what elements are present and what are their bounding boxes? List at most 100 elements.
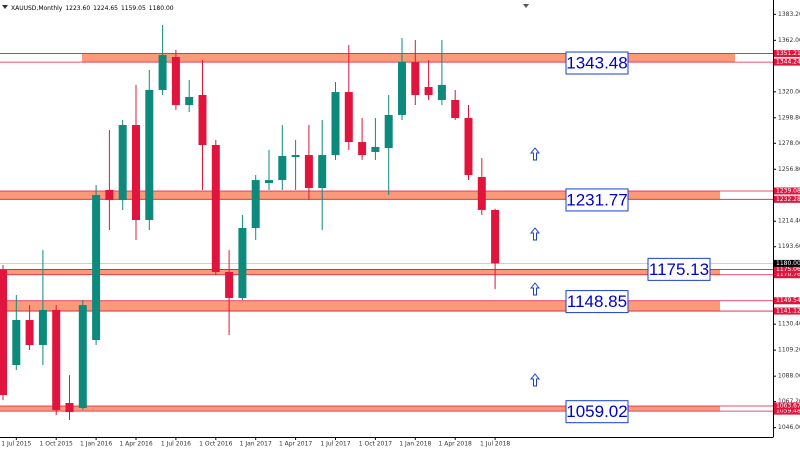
ohlc-high: 1224.65	[93, 5, 118, 12]
x-tick-label: 1 Apr 2018	[439, 441, 472, 448]
candle-body	[278, 156, 287, 181]
ohlc-close: 1180.00	[149, 5, 174, 12]
candle-body	[251, 180, 260, 228]
menu-arrow[interactable]	[523, 4, 529, 8]
price-tag-label: 1351.21	[776, 50, 800, 57]
x-tick-label: 1 Jul 2017	[320, 441, 350, 448]
price-tag-label: 1175.06	[776, 266, 800, 273]
candle-body	[105, 189, 114, 201]
price-tag-label: 1239.08	[776, 187, 800, 194]
candle-body	[52, 309, 61, 410]
x-tick-label: 1 Jul 2015	[1, 441, 31, 448]
price-tag-label: 1170.76	[776, 271, 800, 278]
price-tag	[774, 297, 800, 305]
y-tick-label: 1130.40	[778, 321, 800, 328]
x-tick-label: 1 Oct 2016	[199, 441, 232, 448]
candle-body	[265, 180, 273, 183]
candle-body	[0, 270, 7, 396]
level-box	[565, 51, 629, 75]
menu-arrow[interactable]	[2, 5, 8, 9]
y-tick-label: 1256.80	[778, 166, 800, 173]
zone	[0, 269, 720, 275]
candle-body	[371, 146, 380, 152]
x-tick-label: 1 Apr 2017	[279, 441, 312, 448]
candle-body	[78, 305, 87, 409]
y-tick-label: 1214.40	[778, 218, 800, 225]
candle-body	[198, 94, 207, 145]
last-price-label: 1180.00	[776, 260, 800, 267]
price-tag	[774, 265, 800, 273]
chart-header: XAUUSD,Monthly 1223.60 1224.65 1159.05 1180.…	[11, 5, 174, 12]
up-arrow	[529, 282, 541, 296]
candle-body	[437, 84, 446, 101]
y-tick-label: 1383.20	[778, 11, 800, 18]
candle-body	[451, 100, 460, 119]
zone	[82, 53, 735, 63]
candle-body	[225, 271, 234, 298]
candle-body	[158, 55, 167, 90]
candle-body	[38, 309, 47, 346]
x-tick-label: 1 Jan 2017	[240, 441, 272, 448]
ohlc-low: 1159.05	[121, 5, 146, 12]
candle-body	[145, 89, 154, 221]
price-tag-label: 1141.12	[776, 308, 800, 315]
level-box	[565, 188, 629, 212]
level-box	[647, 257, 711, 281]
price-tag-label: 1344.24	[776, 59, 800, 66]
price-tag-label: 1059.48	[776, 408, 800, 415]
candle-body	[464, 118, 473, 176]
ohlc-open: 1223.60	[65, 5, 90, 12]
candle-body	[411, 62, 420, 95]
candle-body	[25, 320, 34, 346]
x-tick-label: 1 Oct 2015	[40, 441, 73, 448]
y-tick-label: 1320.00	[778, 88, 800, 95]
candle-body	[211, 144, 220, 272]
y-tick-label: 1362.00	[778, 37, 800, 44]
candle-body	[291, 155, 300, 158]
level-labels: 1343.48 1231.77 1175.13 1148.85 1059.02	[565, 51, 711, 424]
y-tick-label: 1109.20	[778, 347, 800, 354]
level-box	[565, 290, 629, 314]
zone	[0, 190, 720, 200]
price-tag	[774, 195, 800, 203]
x-tick-label: 1 Apr 2016	[119, 441, 152, 448]
y-tick-label: 1046.00	[778, 424, 800, 431]
level-box	[565, 400, 629, 424]
candle-body	[398, 62, 406, 115]
levels	[0, 53, 773, 412]
x-tick-label: 1 Oct 2017	[359, 441, 392, 448]
price-tag	[774, 58, 800, 66]
candle-body	[384, 114, 393, 149]
candle-body	[132, 125, 140, 221]
x-tick-label: 1 Jan 2018	[399, 441, 431, 448]
candle-body	[238, 227, 247, 298]
candle-body	[344, 92, 353, 143]
level-label: 1175.13	[649, 260, 709, 279]
zone	[0, 300, 720, 312]
up-arrow	[529, 373, 541, 387]
candle-body	[331, 92, 340, 156]
candle-body	[358, 142, 367, 156]
price-tag-label: 1232.28	[776, 196, 800, 203]
price-tag-label: 1063.67	[776, 402, 800, 409]
y-tick-label: 1067.20	[778, 398, 800, 405]
price-tag	[774, 187, 800, 195]
y-tick-label: 1088.00	[778, 373, 800, 380]
last-price-tag	[774, 259, 800, 267]
candle-body	[185, 96, 194, 106]
candles	[0, 24, 500, 421]
x-tick-label: 1 Jul 2016	[161, 441, 191, 448]
up-arrow	[529, 227, 541, 241]
symbol: XAUUSD,Monthly	[11, 5, 63, 12]
candle-body	[65, 403, 74, 413]
x-tick-label: 1 Jan 2016	[80, 441, 112, 448]
y-tick-label: 1193.60	[778, 243, 800, 250]
x-tick-label: 1 Jul 2018	[480, 441, 510, 448]
candle-body	[12, 320, 21, 366]
up-arrow	[529, 147, 541, 161]
price-tag	[774, 50, 800, 58]
level-label: 1059.02	[566, 402, 627, 421]
price-tag	[774, 402, 800, 410]
candle-body	[304, 155, 313, 189]
